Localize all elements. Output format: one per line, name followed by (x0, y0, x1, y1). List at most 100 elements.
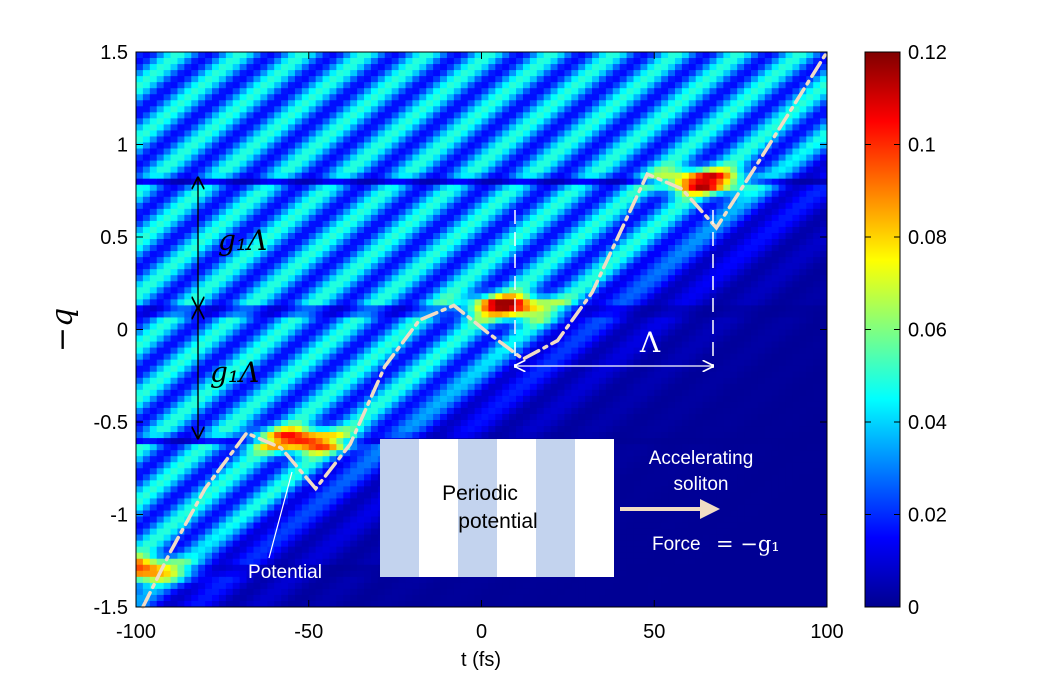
heatmap-cell (453, 281, 462, 288)
heatmap-cell (446, 323, 455, 331)
heatmap-cell (467, 202, 476, 210)
heatmap-cell (336, 184, 344, 192)
heatmap-cell (322, 395, 331, 403)
heatmap-cell (467, 58, 476, 65)
heatmap-cell (239, 130, 248, 138)
heatmap-cell (163, 594, 172, 602)
heatmap-cell (232, 239, 241, 246)
heatmap-cell (322, 371, 331, 379)
heatmap-cell (495, 299, 503, 306)
heatmap-cell (440, 419, 448, 427)
heatmap-cell (281, 582, 289, 590)
heatmap-cell (156, 426, 165, 433)
heatmap-cell (170, 522, 179, 530)
heatmap-cell (288, 419, 296, 427)
heatmap-cell (253, 371, 261, 379)
heatmap-cell (419, 220, 427, 228)
heatmap-cell (460, 371, 469, 379)
heatmap-cell (239, 154, 248, 162)
heatmap-cell (433, 214, 441, 222)
heatmap-cell (502, 588, 510, 596)
heatmap-cell (419, 190, 427, 198)
heatmap-cell (142, 438, 151, 445)
heatmap-cell (398, 287, 407, 294)
heatmap-cell (260, 226, 268, 234)
heatmap-cell (170, 245, 179, 252)
heatmap-cell (274, 474, 282, 481)
heatmap-cell (343, 389, 351, 397)
heatmap-cell (177, 474, 185, 481)
heatmap-cell (246, 558, 255, 566)
heatmap-cell (329, 480, 337, 487)
heatmap-cell (364, 540, 372, 548)
heatmap-cell (163, 245, 172, 252)
heatmap-cell (377, 353, 386, 361)
heatmap-cell (225, 419, 234, 427)
heatmap-cell (239, 383, 248, 391)
heatmap-cell (253, 82, 261, 89)
heatmap-cell (260, 588, 268, 596)
heatmap-cell (281, 359, 289, 367)
heatmap-cell (322, 450, 331, 457)
heatmap-cell (184, 263, 192, 270)
heatmap-cell (267, 516, 275, 524)
heatmap-cell (495, 232, 503, 240)
heatmap-cell (294, 323, 303, 331)
heatmap-cell (412, 208, 420, 216)
heatmap-cell (301, 269, 310, 276)
heatmap-cell (170, 395, 179, 403)
heatmap-cell (163, 486, 172, 493)
heatmap-cell (329, 335, 337, 343)
heatmap-cell (281, 154, 289, 162)
heatmap-cell (488, 232, 496, 240)
heatmap-cell (267, 58, 275, 65)
heatmap-cell (136, 220, 144, 228)
heatmap-cell (370, 450, 379, 457)
heatmap-cell (350, 426, 358, 433)
heatmap-cell (260, 329, 268, 337)
heatmap-cell (419, 166, 427, 174)
heatmap-cell (370, 558, 379, 566)
heatmap-cell (343, 468, 351, 475)
heatmap-cell (212, 226, 220, 234)
heatmap-cell (184, 323, 192, 331)
heatmap-cell (467, 377, 476, 385)
heatmap-cell (288, 287, 296, 294)
heatmap-cell (163, 498, 172, 506)
heatmap-cell (426, 64, 434, 71)
heatmap-cell (274, 58, 282, 65)
heatmap-cell (267, 552, 275, 560)
heatmap-cell (384, 329, 393, 337)
heatmap-cell (370, 124, 379, 132)
heatmap-cell (184, 232, 192, 240)
heatmap-cell (350, 594, 358, 602)
heatmap-cell (350, 190, 358, 198)
heatmap-cell (205, 70, 213, 77)
heatmap-cell (218, 498, 227, 506)
heatmap-cell (232, 353, 241, 361)
heatmap-cell (191, 456, 199, 463)
heatmap-cell (446, 64, 455, 71)
heatmap-cell (419, 275, 427, 282)
heatmap-cell (315, 251, 324, 258)
heatmap-cell (225, 401, 234, 409)
heatmap-cell (136, 76, 144, 83)
heatmap-cell (405, 576, 413, 584)
heatmap-cell (364, 94, 372, 101)
heatmap-cell (205, 275, 213, 282)
heatmap-cell (218, 413, 227, 421)
heatmap-cell (460, 359, 469, 367)
heatmap-cell (294, 510, 303, 518)
heatmap-cell (301, 540, 310, 548)
heatmap-cell (426, 94, 434, 101)
heatmap-cell (322, 299, 331, 306)
heatmap-cell (260, 486, 268, 493)
heatmap-cell (377, 293, 386, 300)
heatmap-cell (460, 82, 469, 89)
heatmap-cell (218, 124, 227, 132)
heatmap-cell (218, 528, 227, 536)
heatmap-cell (440, 64, 448, 71)
heatmap-cell (225, 190, 234, 198)
heatmap-cell (212, 196, 220, 204)
heatmap-cell (474, 76, 483, 83)
